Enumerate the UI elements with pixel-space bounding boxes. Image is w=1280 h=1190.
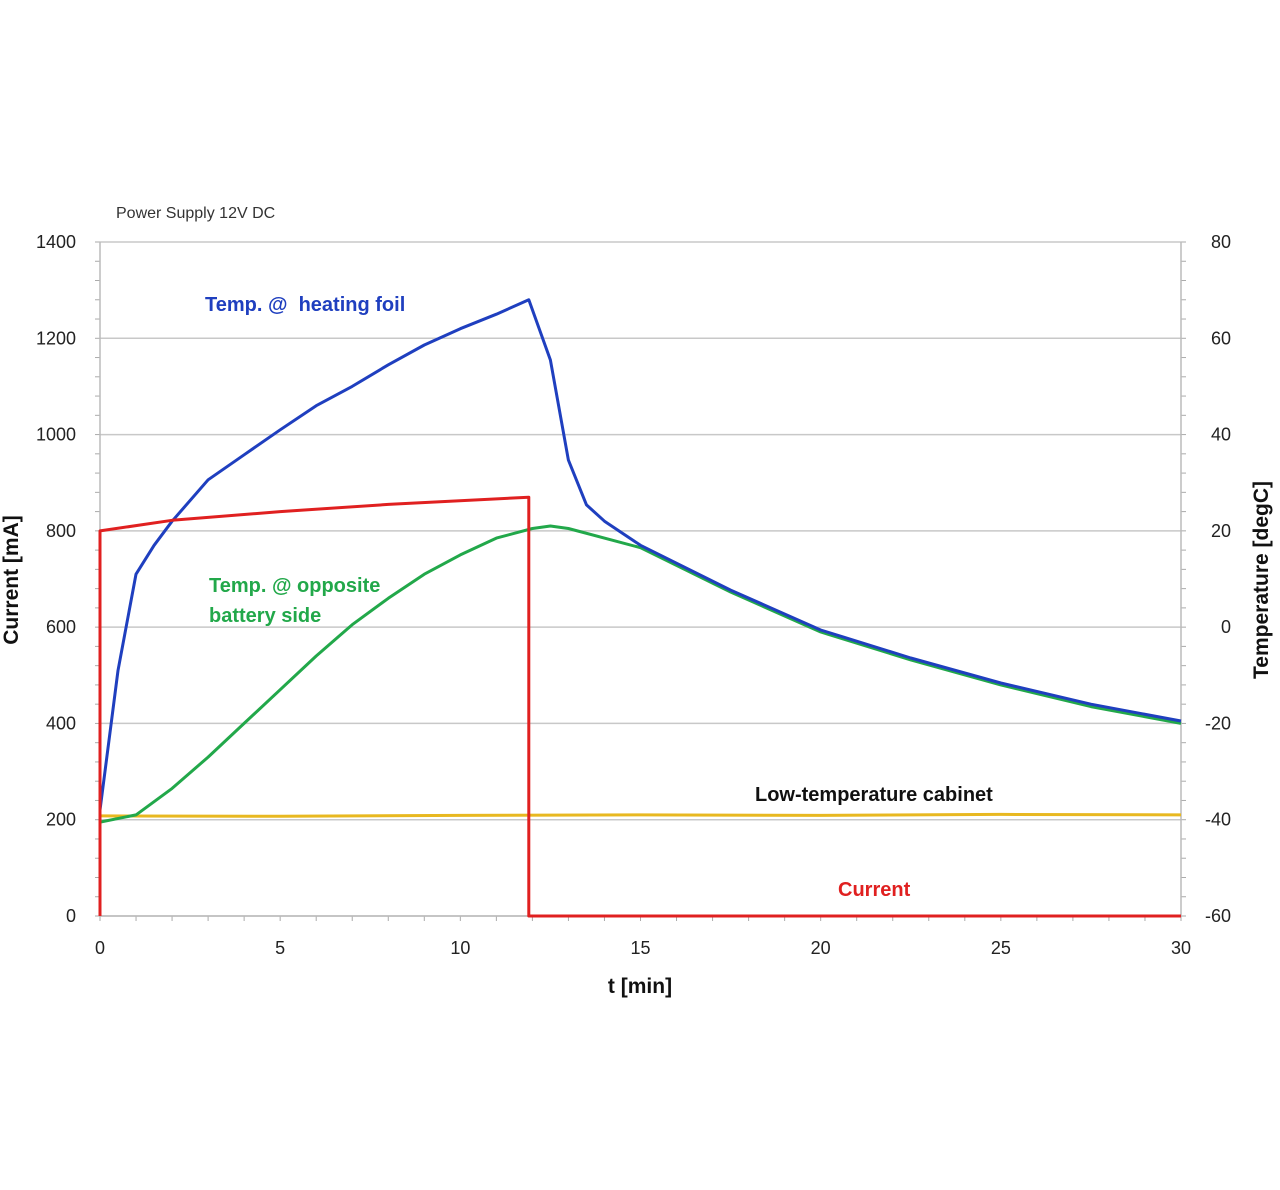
y-tick-label: 1400	[36, 232, 76, 252]
y-tick-label: 1200	[36, 328, 76, 348]
y-tick-label: 1000	[36, 425, 76, 445]
series-low-temperature-cabinet	[99, 812, 1182, 818]
annotation-heating-foil: Temp. @ heating foil	[205, 294, 405, 316]
y2-tick-label: -40	[1205, 810, 1231, 830]
y2-tick-label: 0	[1221, 617, 1231, 637]
y-tick-label: 200	[46, 810, 76, 830]
x-tick-label: 25	[991, 938, 1011, 958]
series-current	[98, 495, 1181, 918]
chart-title: Power Supply 12V DC	[116, 205, 275, 222]
y2-tick-label: -60	[1205, 906, 1231, 926]
x-tick-label: 20	[811, 938, 831, 958]
series	[98, 298, 1182, 918]
y2-tick-label: 20	[1211, 521, 1231, 541]
x-tick-label: 10	[450, 938, 470, 958]
y2-tick-label: -20	[1205, 713, 1231, 733]
y-axis-label: Current [mA]	[0, 515, 23, 645]
annotation-cabinet: Low-temperature cabinet	[755, 784, 993, 806]
x-tick-label: 0	[95, 938, 105, 958]
y-tick-label: 800	[46, 521, 76, 541]
y2-tick-label: 40	[1211, 425, 1231, 445]
x-tick-label: 30	[1171, 938, 1191, 958]
x-axis-label: t [min]	[608, 975, 672, 998]
y2-tick-label: 60	[1211, 328, 1231, 348]
series-temp-opposite-battery-side	[99, 524, 1182, 824]
annotation-opposite-2: battery side	[209, 605, 321, 627]
series-temp-heating-foil	[98, 298, 1182, 811]
y2-axis-label: Temperature [degC]	[1250, 481, 1273, 679]
y-tick-label: 600	[46, 617, 76, 637]
annotation-current: Current	[838, 879, 911, 901]
x-tick-label: 5	[275, 938, 285, 958]
y-tick-label: 400	[46, 713, 76, 733]
annotation-opposite-1: Temp. @ opposite	[209, 575, 380, 597]
y-tick-label: 0	[66, 906, 76, 926]
y2-tick-label: 80	[1211, 232, 1231, 252]
ticks: 0200400600800100012001400-60-40-20020406…	[36, 232, 1231, 958]
x-tick-label: 15	[630, 938, 650, 958]
